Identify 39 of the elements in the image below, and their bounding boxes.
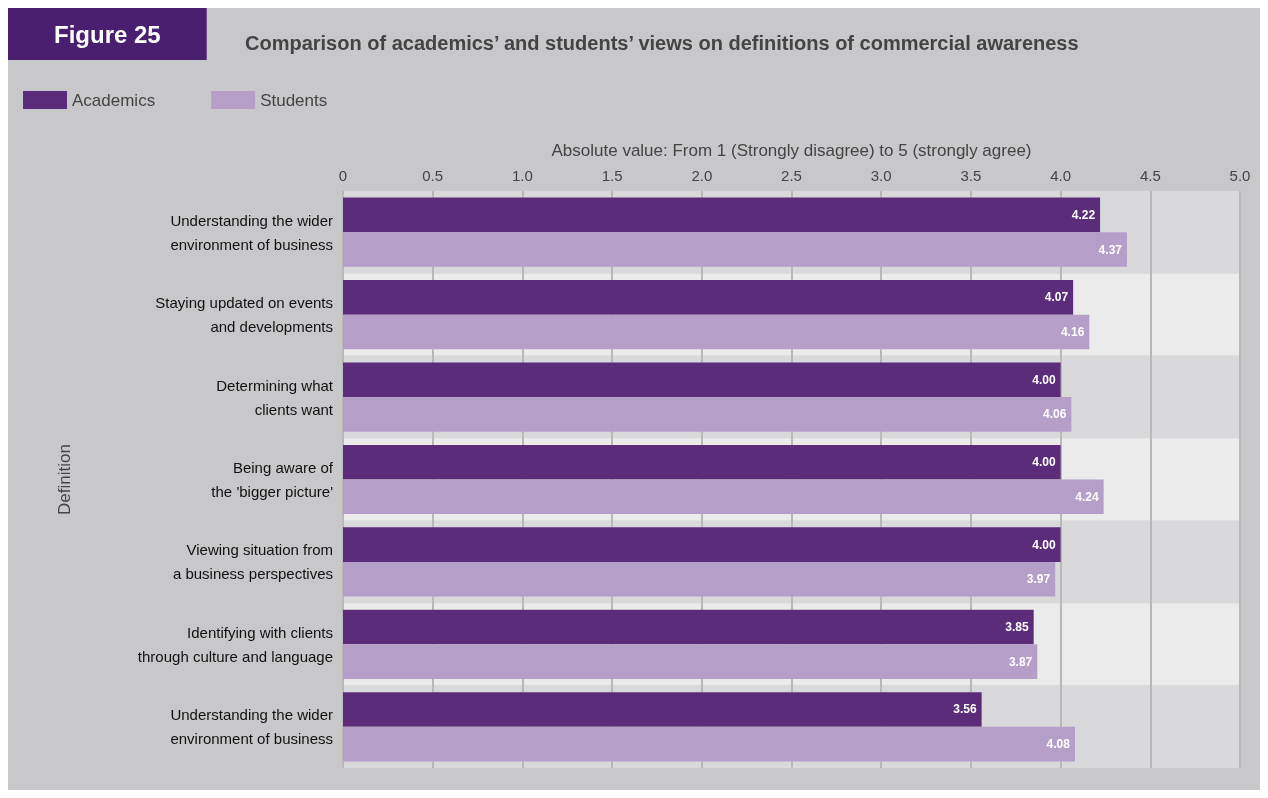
x-tick-label: 4.0: [1050, 167, 1072, 184]
x-tick-label: 0.5: [422, 167, 444, 184]
legend-label: Academics: [72, 90, 156, 110]
data-label: 4.16: [1060, 324, 1085, 339]
x-tick-label: 5.0: [1229, 167, 1251, 184]
data-label: 4.37: [1098, 242, 1123, 257]
data-label: 4.00: [1032, 537, 1056, 552]
y-tick-label: Understanding the wider environment of business: [170, 706, 333, 748]
x-tick-label: 0: [338, 167, 348, 184]
x-tick-label: 2.5: [781, 167, 802, 184]
data-label: 4.24: [1075, 489, 1099, 504]
data-label: 3.97: [1026, 572, 1051, 587]
y-tick-label: Staying updated on events and developments: [155, 294, 333, 336]
data-label: 3.85: [1005, 620, 1030, 635]
data-label: 4.07: [1044, 290, 1069, 305]
x-tick-label: 1.0: [511, 167, 533, 184]
y-tick-label: Being aware of the 'bigger picture': [211, 459, 334, 500]
data-label: 3.87: [1008, 654, 1033, 669]
data-label: 4.08: [1046, 737, 1071, 752]
x-tick-label: 4.5: [1139, 167, 1161, 184]
x-tick-label: 1.5: [601, 167, 623, 184]
data-label: 4.22: [1071, 207, 1096, 222]
chart-subtitle: Comparison of academics’ and students’ views on definitions of commercial awareness: [245, 32, 1079, 54]
legend-label: Students: [260, 90, 328, 110]
bar: [343, 692, 982, 727]
y-tick-label: Identifying with clients through culture and language: [137, 623, 333, 665]
y-axis-title: Definition: [55, 444, 74, 515]
data-label: 3.56: [953, 702, 977, 717]
text: Figure 25: [54, 20, 161, 48]
y-tick-label: Understanding the wider environment of business: [170, 211, 333, 253]
x-tick-label: 2.0: [691, 167, 713, 184]
x-tick-label: 3.5: [960, 167, 982, 184]
y-tick-label: Determining what clients want: [216, 376, 334, 418]
data-label: 4.00: [1032, 372, 1056, 387]
y-tick-label: Viewing situation from a business perspectives: [172, 541, 333, 583]
data-label: 4.00: [1032, 455, 1056, 470]
x-tick-label: 3.0: [870, 167, 892, 184]
x-axis-title: Absolute value: From 1 (Strongly disagree) to 5 (strongly agree): [551, 141, 1032, 160]
data-label: 4.06: [1043, 407, 1067, 422]
